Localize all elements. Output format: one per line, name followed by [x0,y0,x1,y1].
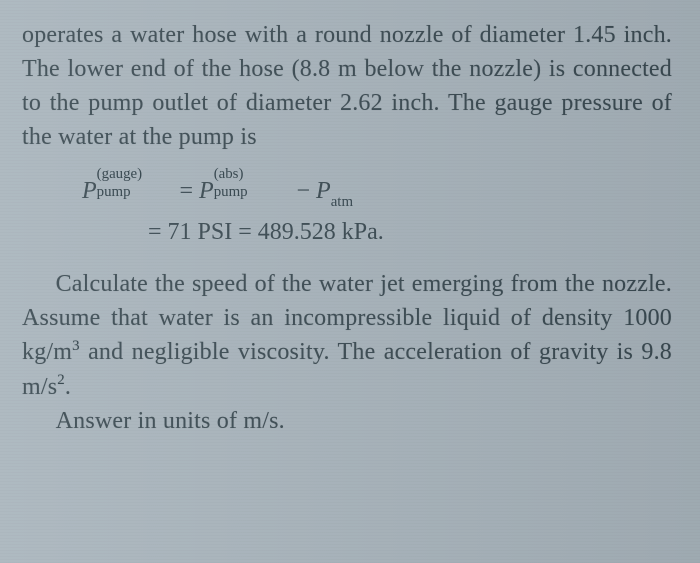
sub-atm: atm [331,194,353,210]
eq-sign-1: = [179,178,193,204]
subsup-gauge-pump: (gauge)pump [97,174,174,198]
answer-line-text: Answer in units of m/s. [56,408,285,434]
subsup-abs-pump: (abs)pump [214,174,291,198]
equation-line-1: P(gauge)pump = P(abs)pump − Patm [82,172,672,213]
val-psi: 71 PSI [168,219,233,245]
sub-pump-2: pump [214,181,248,205]
sub-pump-1: pump [97,181,131,205]
sym-P-2: P [199,178,214,204]
paragraph-1: operates a water hose with a round nozzl… [22,18,672,154]
minus-sign: − [296,178,310,204]
exp-two: 2 [57,372,65,388]
sym-P-3: P [316,178,331,204]
sym-P-1: P [82,178,97,204]
paragraph-2-text-c: . [65,374,71,400]
eq-sign-2: = [148,219,162,245]
equation-line-2: = 71 PSI = 489.528 kPa. [148,213,672,251]
answer-line: Answer in units of m/s. [22,404,672,438]
val-kpa: 489.528 kPa [258,219,378,245]
equation-block: P(gauge)pump = P(abs)pump − Patm = 71 PS… [82,172,672,251]
paragraph-2-text-b: and negligible viscosity. The accelerati… [22,339,672,399]
exp-three: 3 [72,338,80,354]
paragraph-1-text: operates a water hose with a round nozzl… [22,22,672,150]
eq-sign-3: = [238,219,252,245]
eq-period: . [378,219,384,245]
paragraph-2: Calculate the speed of the water jet eme… [22,267,672,403]
